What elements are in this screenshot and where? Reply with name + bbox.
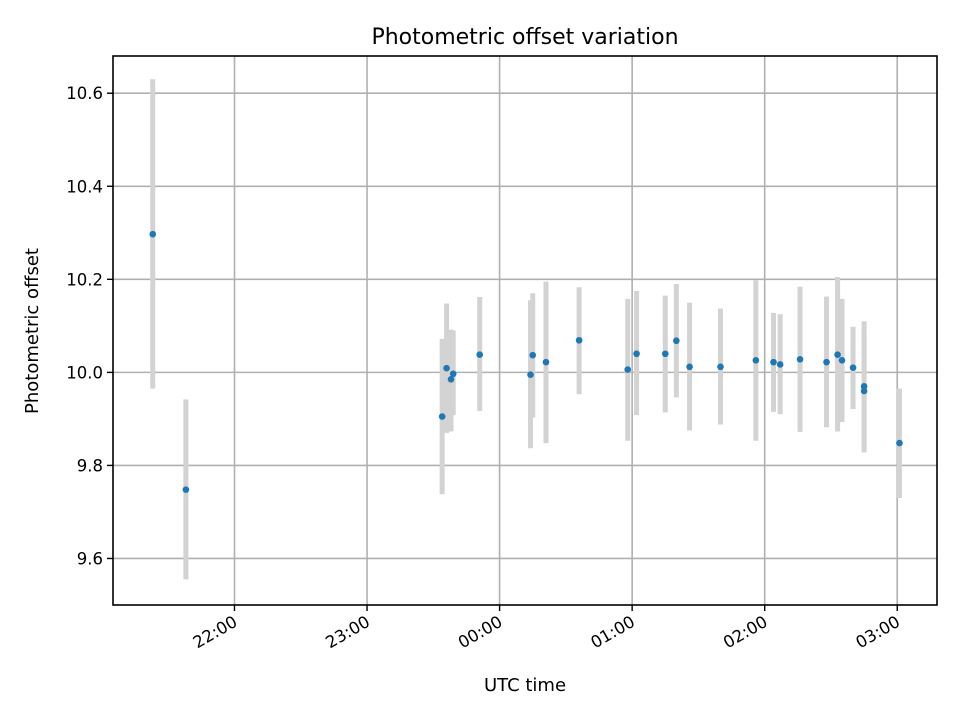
- data-point: [752, 356, 760, 364]
- data-point: [849, 364, 857, 372]
- x-axis-label: UTC time: [484, 675, 566, 696]
- data-point: [838, 356, 846, 364]
- data-point: [633, 350, 640, 358]
- y-tick-label: 10.2: [66, 270, 103, 289]
- y-axis-label: Photometric offset: [22, 248, 43, 414]
- plot-area-background: [113, 56, 937, 605]
- grid-lines: [113, 56, 937, 605]
- data-point: [896, 439, 903, 447]
- data-point: [624, 366, 632, 373]
- data-point: [776, 361, 784, 368]
- data-point: [438, 413, 446, 420]
- data-point: [661, 350, 669, 358]
- data-point: [527, 371, 534, 378]
- data-point: [834, 351, 841, 358]
- y-tick-label: 10.4: [66, 177, 103, 196]
- data-points: [149, 230, 903, 493]
- plot-frame: [112, 55, 938, 606]
- data-point: [542, 358, 550, 366]
- data-point: [449, 370, 457, 378]
- y-tick-label: 9.6: [77, 549, 103, 568]
- data-point: [149, 230, 157, 238]
- data-point: [860, 387, 868, 395]
- data-point: [860, 383, 868, 390]
- data-point: [529, 351, 537, 359]
- data-point: [823, 358, 830, 366]
- chart-title: Photometric offset variation: [371, 25, 678, 50]
- data-point: [770, 358, 777, 366]
- data-point: [443, 364, 450, 372]
- y-tick-label: 10.0: [66, 363, 103, 382]
- data-point: [796, 356, 804, 363]
- data-point: [717, 363, 724, 371]
- data-point: [575, 336, 583, 344]
- data-point: [673, 337, 680, 345]
- data-point: [686, 363, 693, 371]
- y-tick-label: 10.6: [66, 84, 103, 103]
- data-point: [447, 376, 455, 383]
- y-tick-label: 9.8: [77, 456, 103, 475]
- data-point: [182, 486, 190, 493]
- data-point: [476, 351, 484, 358]
